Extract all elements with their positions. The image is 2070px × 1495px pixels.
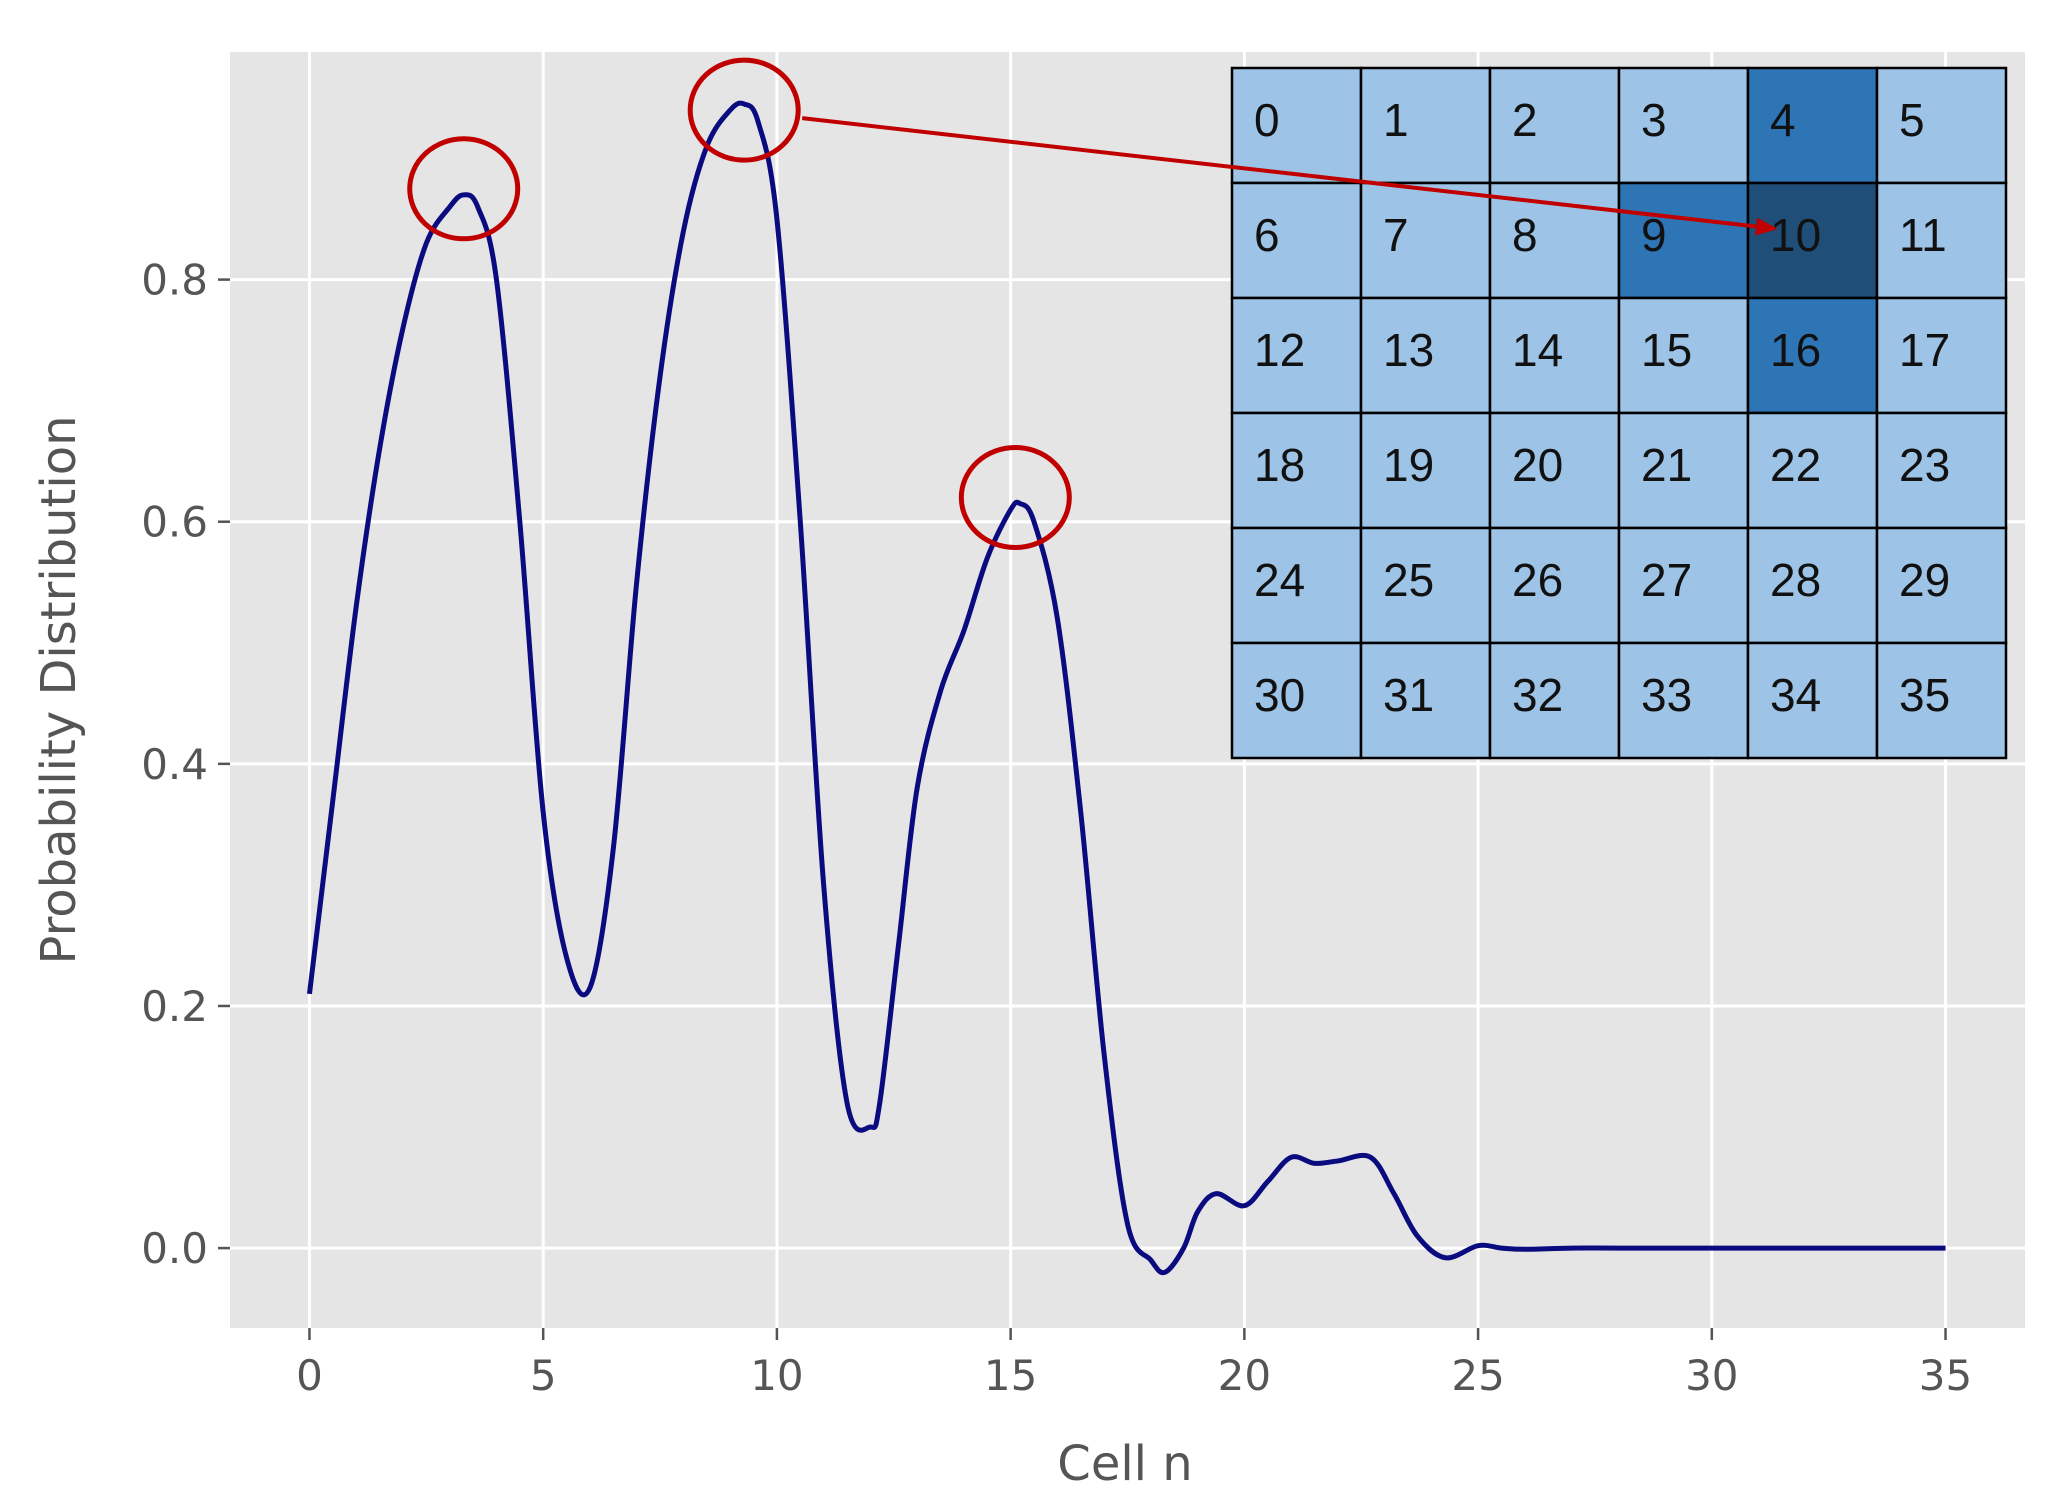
x-tick-label: 30	[1685, 1351, 1738, 1400]
grid-cell	[1230, 526, 1363, 645]
grid-cell	[1617, 411, 1750, 530]
series-line	[306, 100, 1946, 1276]
grid-cell-label: 25	[1383, 554, 1434, 606]
grid-cell-label: 32	[1512, 669, 1563, 721]
grid-cell	[1875, 181, 2008, 300]
grid-cell-label: 31	[1383, 669, 1434, 721]
y-tick-label: 0.0	[141, 1224, 208, 1273]
grid-cell-label: 18	[1254, 439, 1305, 491]
grid-cell-label: 30	[1254, 669, 1305, 721]
grid-cell	[1359, 411, 1492, 530]
grid-cell-label: 6	[1254, 209, 1280, 261]
grid-cell	[1488, 641, 1621, 760]
grid-cell-label: 24	[1254, 554, 1305, 606]
grid-cell	[1746, 411, 1879, 530]
grid-cell-label: 1	[1383, 94, 1409, 146]
x-tick-label: 25	[1451, 1351, 1504, 1400]
x-axis-ticks: 0 5 10 15 20 25 30 35	[296, 1328, 1972, 1400]
peak-markers	[407, 57, 1072, 551]
grid-cell	[1359, 641, 1492, 760]
grid-cell-label: 4	[1770, 94, 1796, 146]
y-tick-label: 0.8	[141, 256, 208, 305]
grid-cell-label: 20	[1512, 439, 1563, 491]
peak-marker-circle	[687, 57, 801, 163]
x-axis-title: Cell n	[1057, 1436, 1192, 1492]
grid-cell	[1230, 181, 1363, 300]
grid-cell-label: 21	[1641, 439, 1692, 491]
grid-cell-label: 27	[1641, 554, 1692, 606]
grid-cell-label: 28	[1770, 554, 1821, 606]
grid-cell-label: 0	[1254, 94, 1280, 146]
grid-cell	[1875, 296, 2008, 415]
peak-arrow	[801, 116, 1757, 229]
peak-arrow-head	[1755, 217, 1778, 236]
y-tick-label: 0.6	[141, 498, 208, 547]
y-axis-ticks: 0.0 0.2 0.4 0.6 0.8	[141, 256, 230, 1273]
grid-cell	[1359, 296, 1492, 415]
y-axis-title: Probability Distribution	[31, 415, 87, 964]
grid-cell-label: 7	[1383, 209, 1409, 261]
grid-cell-label: 2	[1512, 94, 1538, 146]
grid-cell	[1488, 66, 1621, 185]
grid-cell-label: 15	[1641, 324, 1692, 376]
grid-cell-label: 17	[1899, 324, 1950, 376]
grid-cell	[1488, 411, 1621, 530]
grid-cell-label: 35	[1899, 669, 1950, 721]
y-tick-label: 0.2	[141, 982, 208, 1031]
grid-cell-label: 8	[1512, 209, 1538, 261]
peak-marker-circle	[407, 136, 521, 242]
grid-cell	[1488, 526, 1621, 645]
grid-cell	[1230, 296, 1363, 415]
x-tick-label: 15	[984, 1351, 1037, 1400]
grid-cell-label: 16	[1770, 324, 1821, 376]
grid-cell	[1488, 296, 1621, 415]
x-tick-label: 0	[296, 1351, 323, 1400]
grid-cell	[1875, 526, 2008, 645]
grid-cell-label: 19	[1383, 439, 1434, 491]
grid-cell	[1746, 66, 1879, 185]
grid-cell-label: 26	[1512, 554, 1563, 606]
x-tick-label: 5	[530, 1351, 557, 1400]
grid-cell	[1230, 411, 1363, 530]
grid-cell-label: 10	[1770, 209, 1821, 261]
x-tick-label: 20	[1218, 1351, 1271, 1400]
grid-cell	[1875, 66, 2008, 185]
peak-marker-circle	[958, 445, 1072, 551]
grid-cell-label: 33	[1641, 669, 1692, 721]
grid-cell	[1359, 66, 1492, 185]
grid-cell-label: 11	[1899, 209, 1947, 261]
y-tick-label: 0.4	[141, 740, 208, 789]
grid-cell	[1617, 181, 1750, 300]
grid-cell-label: 12	[1254, 324, 1305, 376]
grid-cell	[1746, 296, 1879, 415]
grid-cell-label: 34	[1770, 669, 1821, 721]
grid-cell-label: 23	[1899, 439, 1950, 491]
grid-cell	[1875, 411, 2008, 530]
grid-cell	[1617, 641, 1750, 760]
grid-cell	[1746, 641, 1879, 760]
grid-cell	[1617, 296, 1750, 415]
x-tick-label: 10	[750, 1351, 803, 1400]
grid-cell-label: 5	[1899, 94, 1925, 146]
grid-cell-label: 14	[1512, 324, 1563, 376]
grid-cell	[1617, 66, 1750, 185]
grid-cell	[1875, 641, 2008, 760]
grid-cell-label: 3	[1641, 94, 1667, 146]
grid-cell-label: 13	[1383, 324, 1434, 376]
grid-cell	[1359, 526, 1492, 645]
grid-cell	[1230, 66, 1363, 185]
grid-cell	[1359, 181, 1492, 300]
grid-cell-label: 29	[1899, 554, 1950, 606]
grid-cell-label: 22	[1770, 439, 1821, 491]
x-tick-label: 35	[1919, 1351, 1972, 1400]
